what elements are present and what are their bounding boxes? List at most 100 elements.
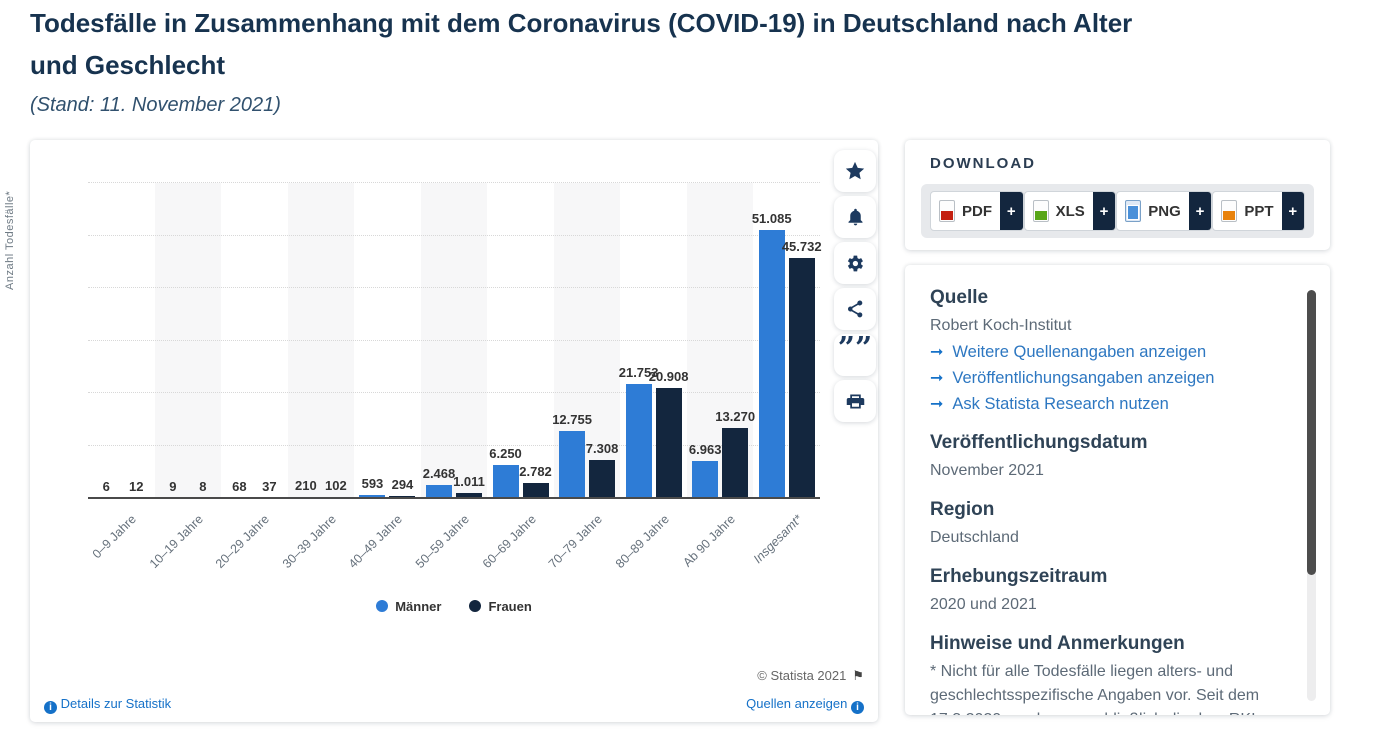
info-links-block: ➞ Weitere Quellenangaben anzeigen ➞ Veröffe…: [930, 342, 1290, 414]
info-section-heading: Region: [930, 499, 995, 520]
arrow-right-icon: ➞: [930, 344, 944, 361]
gridline: [88, 339, 820, 341]
bar-männer-60–69 Jahre: [492, 465, 519, 498]
info-icon: i: [44, 701, 57, 714]
settings-gear-icon: [847, 255, 863, 271]
bar-männer-Insgesamt*: [758, 229, 785, 498]
page-title: Todesfälle in Zusammenhang mit dem Coron…: [30, 8, 1133, 80]
source-info-card: Quelle Robert Koch-Institut ➞ Weitere Quell…: [905, 265, 1330, 715]
flag-report-icon[interactable]: ⚑: [852, 668, 864, 683]
info-section-heading: Quelle: [930, 287, 989, 308]
share-button[interactable]: [834, 288, 876, 330]
bar-männer-Ab 90 Jahre: [692, 461, 719, 498]
legend-item-frauen: Frauen: [469, 599, 532, 614]
value-label: 294: [391, 477, 414, 493]
chart-card: Anzahl Todesfälle* 6 12 9 8 68 37 210 102 593 294…: [4, 140, 878, 722]
bar-frauen-70–79 Jahre: [589, 459, 616, 498]
value-label: 1.011: [453, 473, 485, 489]
notification-bell-icon: [848, 208, 862, 225]
cite-quote-icon: ””: [837, 331, 873, 366]
column-band: [287, 183, 355, 498]
chart-toolbar: ””: [834, 150, 876, 426]
legend-item-männer: Männer: [376, 599, 441, 614]
chart-legend: Männer Frauen: [88, 598, 820, 616]
info-section-heading: Erhebungszeitraum: [930, 566, 1108, 587]
value-label: 45.732: [781, 238, 822, 254]
bar-frauen-50–59 Jahre: [456, 492, 482, 498]
gridline: [88, 287, 820, 288]
info-section-heading: Veröffentlichungsdatum: [930, 432, 1148, 453]
value-label: 210: [295, 477, 317, 493]
value-label: 6.250: [489, 446, 522, 462]
info-section-text: Robert Koch-Institut: [930, 317, 1072, 334]
plus-icon: +: [1188, 192, 1212, 230]
x-axis-labels: 0–9 Jahre 10–19 Jahre 20–29 Jahre 30–39 Jah…: [88, 502, 820, 592]
value-label: 9: [169, 478, 177, 494]
gridline: [88, 392, 820, 393]
cite-button[interactable]: ””: [834, 334, 876, 376]
value-label: 13.270: [715, 409, 756, 425]
download-format-label: PPT: [1244, 202, 1274, 220]
download-ppt-button[interactable]: PPT +: [1212, 191, 1305, 231]
details-statistic-link[interactable]: i Details zur Statistik: [44, 696, 171, 714]
bar-frauen-80–89 Jahre: [655, 388, 682, 498]
info-section-heading: Hinweise und Anmerkungen: [930, 633, 1185, 654]
info-link-row[interactable]: ➞ Veröffentlichungsangaben anzeigen: [930, 368, 1290, 388]
print-button[interactable]: [834, 380, 876, 422]
value-label: 2.468: [422, 466, 456, 482]
print-icon: [846, 394, 864, 408]
gridline: [88, 234, 820, 236]
legend-dot: [469, 600, 482, 612]
column-band: [420, 183, 488, 498]
value-label: 7.308: [585, 440, 619, 456]
value-label: 6: [102, 478, 110, 494]
info-link[interactable]: Weitere Quellenangaben anzeigen: [952, 343, 1207, 361]
favorite-star-button[interactable]: [834, 150, 876, 192]
plus-icon: +: [1000, 192, 1023, 230]
download-pdf-button[interactable]: PDF +: [930, 191, 1024, 231]
bar-männer-40–49 Jahre: [359, 494, 386, 498]
value-label: 2.782: [519, 464, 552, 480]
info-link-row[interactable]: ➞ Ask Statista Research nutzen: [930, 394, 1290, 414]
arrow-right-icon: ➞: [930, 370, 944, 387]
arrow-right-icon: ➞: [930, 396, 944, 413]
download-heading: DOWNLOAD: [930, 155, 1036, 172]
pdf-file-icon: [939, 200, 956, 222]
download-format-label: XLS: [1055, 202, 1085, 220]
show-sources-link[interactable]: Quellen anzeigen i: [746, 696, 864, 714]
value-label: 8: [199, 478, 207, 494]
legend-label: Frauen: [488, 599, 532, 614]
bar-männer-70–79 Jahre: [559, 431, 586, 498]
source-info-content: Quelle Robert Koch-Institut ➞ Weitere Quell…: [905, 265, 1330, 715]
value-label: 51.085: [751, 210, 792, 226]
info-link[interactable]: Veröffentlichungsangaben anzeigen: [952, 369, 1215, 387]
download-xls-button[interactable]: XLS +: [1023, 191, 1117, 231]
value-label: 102: [325, 478, 347, 494]
notification-bell-button[interactable]: [834, 196, 876, 238]
ppt-file-icon: [1221, 200, 1238, 222]
value-label: 21.753: [618, 364, 659, 380]
scrollbar-thumb[interactable]: [1307, 290, 1316, 575]
page-header: Todesfälle in Zusammenhang mit dem Coron…: [30, 0, 1150, 117]
chart-footer-links: i Details zur Statistik Quellen anzeigen…: [44, 696, 864, 716]
value-label: 12: [129, 478, 144, 494]
bar-frauen-60–69 Jahre: [522, 483, 549, 498]
value-label: 593: [361, 475, 384, 491]
y-axis-label: Anzahl Todesfälle*: [4, 190, 16, 290]
gridline: [88, 182, 820, 183]
download-png-button[interactable]: PNG +: [1116, 191, 1213, 231]
info-link-row[interactable]: ➞ Weitere Quellenangaben anzeigen: [930, 342, 1290, 362]
bar-männer-80–89 Jahre: [625, 383, 652, 498]
gridline: [88, 444, 820, 446]
info-icon: i: [851, 701, 864, 714]
value-label: 68: [232, 478, 247, 494]
legend-dot: [376, 600, 389, 612]
share-icon: [847, 300, 863, 318]
bar-frauen-Ab 90 Jahre: [722, 428, 749, 498]
info-link[interactable]: Ask Statista Research nutzen: [952, 395, 1169, 413]
page-subtitle: (Stand: 11. November 2021): [30, 94, 281, 116]
png-file-icon: [1125, 200, 1142, 222]
value-label: 6.963: [688, 442, 722, 458]
settings-gear-button[interactable]: [834, 242, 876, 284]
plus-icon: +: [1092, 192, 1116, 230]
